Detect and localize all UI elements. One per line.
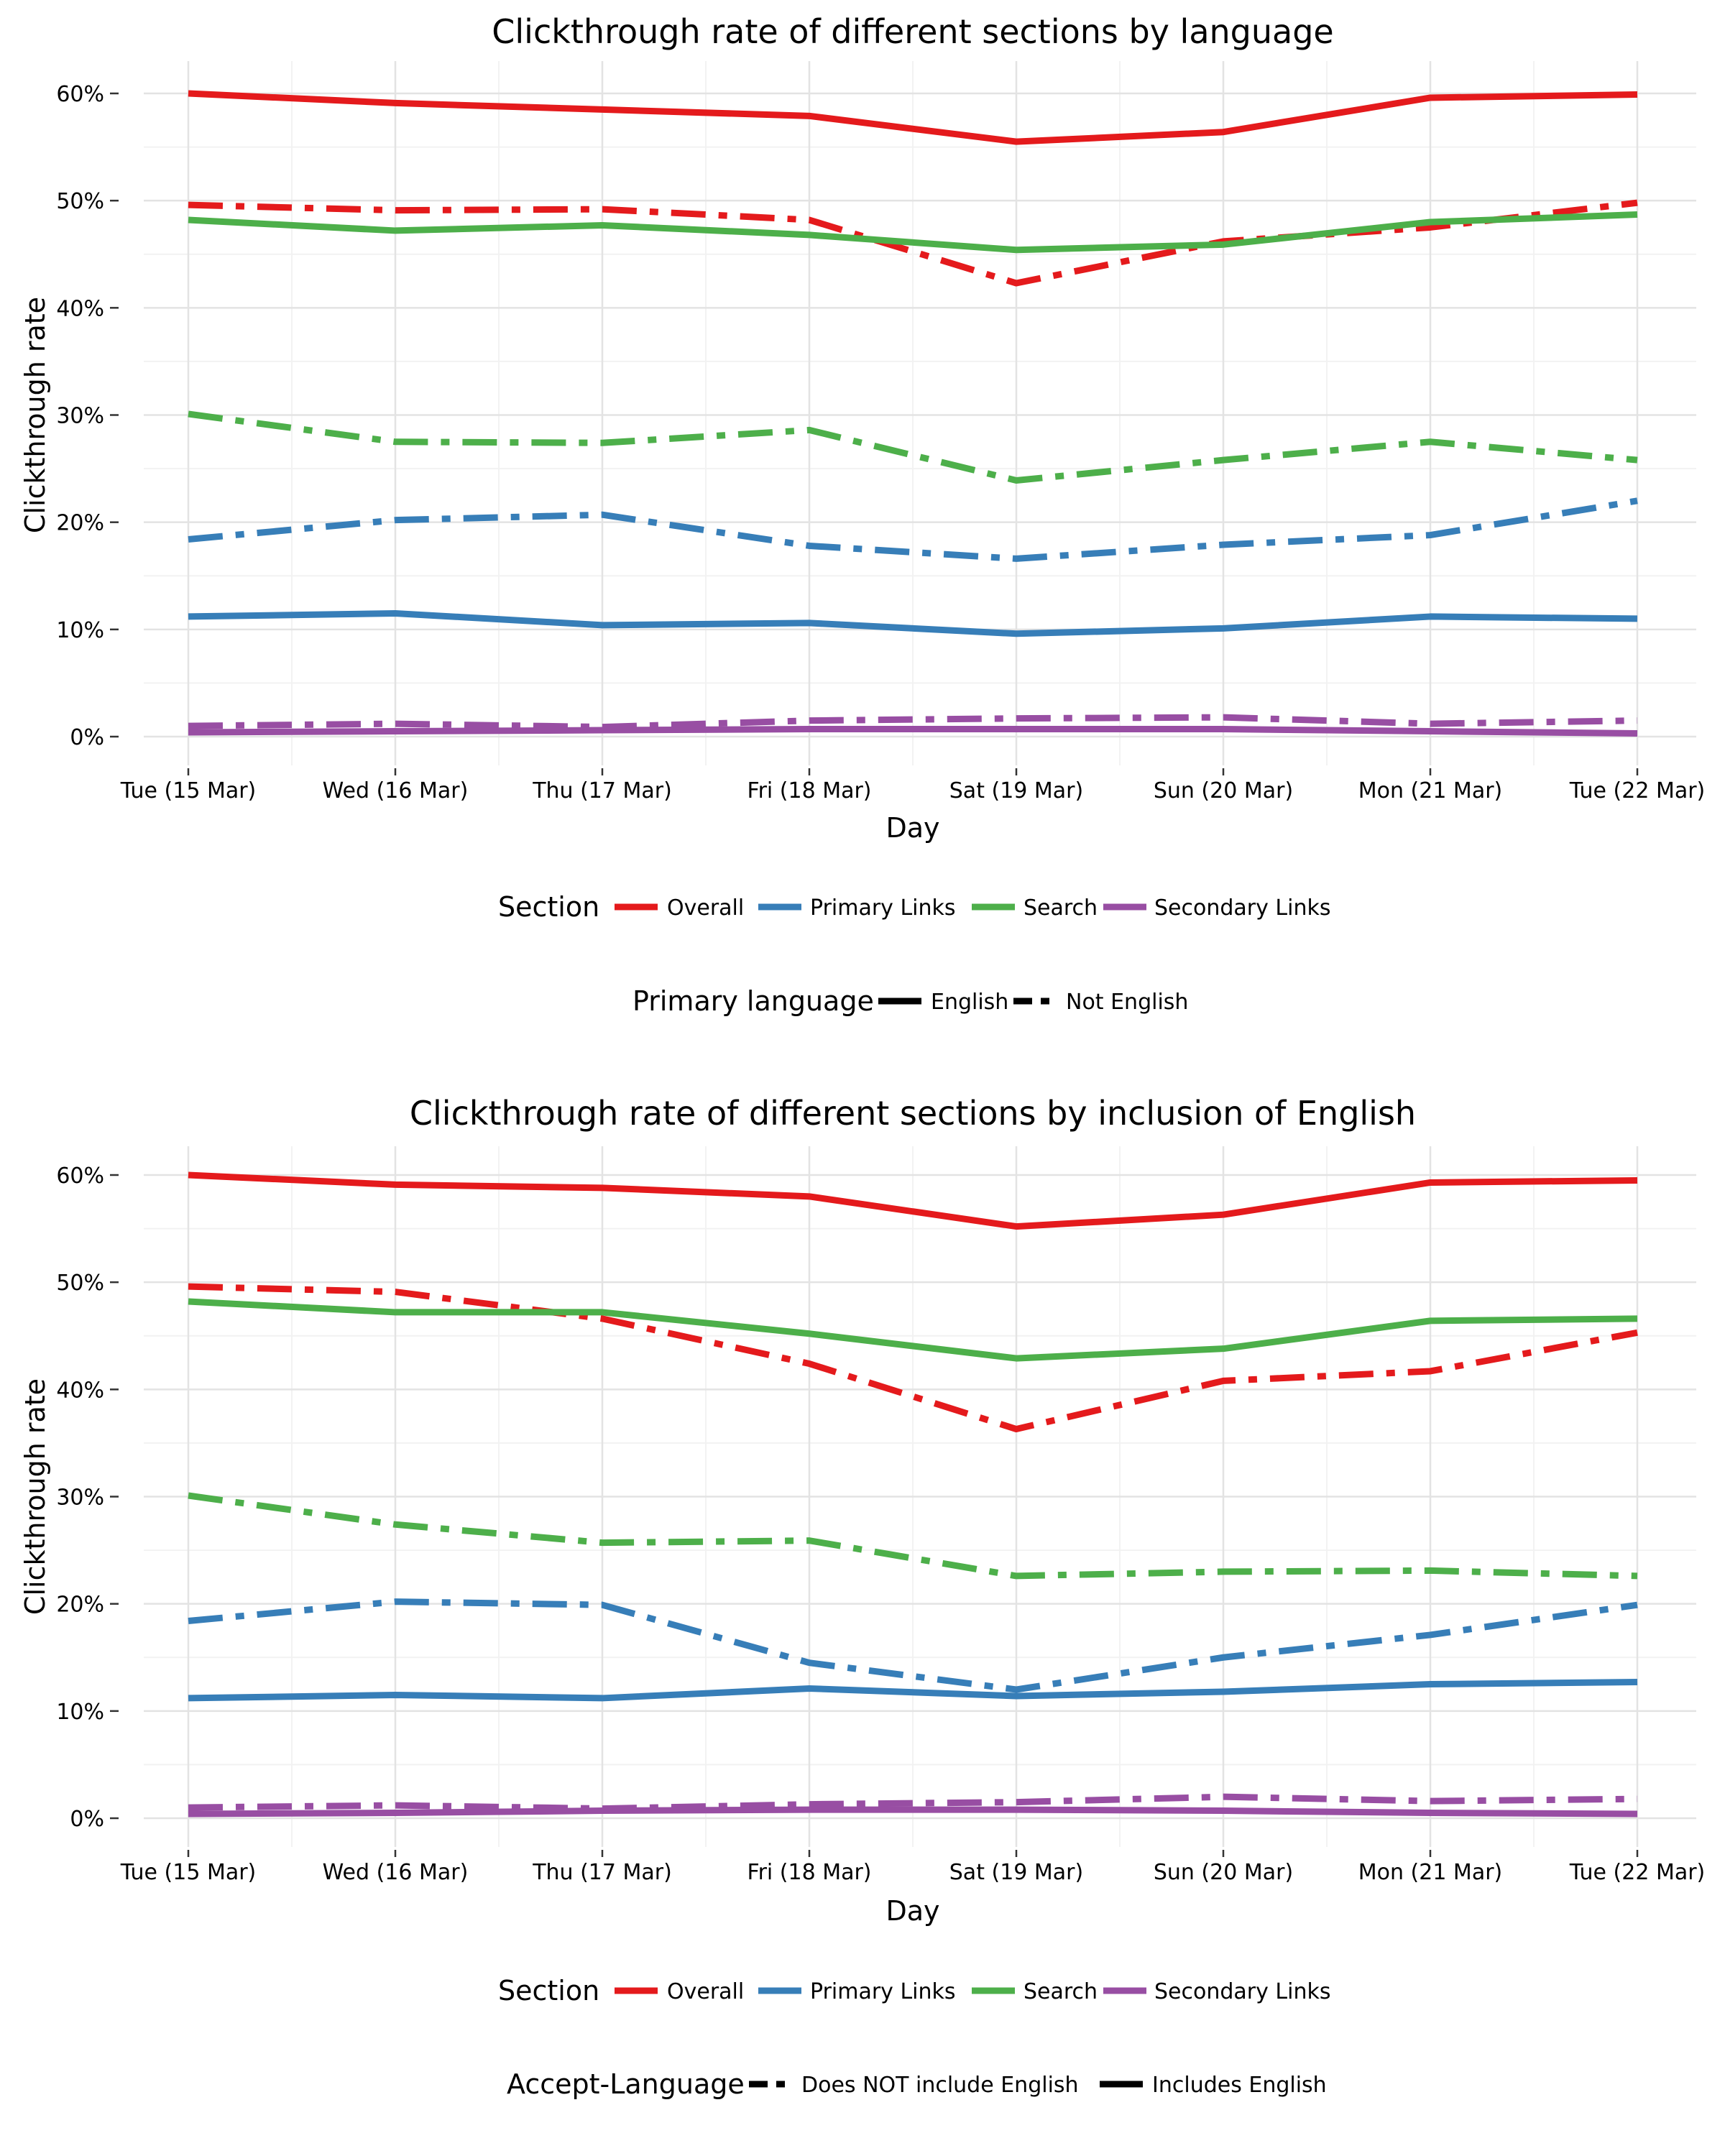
x-tick-label: Tue (22 Mar)	[1569, 1860, 1706, 1885]
y-tick-label: 50%	[56, 189, 104, 214]
legend-linetype: Accept-Language Does NOT include English I…	[507, 2068, 1327, 2100]
series-line-overall-english	[188, 90, 1638, 145]
series-line-overall-not-english	[188, 199, 1638, 287]
y-tick-label: 10%	[56, 1700, 104, 1725]
series-line-primary-links-does-not-include-english	[188, 1598, 1638, 1693]
y-tick-label: 40%	[56, 1378, 104, 1403]
chart-1: Clickthrough rate of different sections …	[19, 12, 1705, 1017]
x-tick-label: Fri (18 Mar)	[748, 778, 872, 803]
y-tick-label: 50%	[56, 1271, 104, 1296]
y-tick-label: 60%	[56, 1164, 104, 1189]
x-axis-title: Day	[886, 812, 939, 844]
legend-title: Section	[498, 891, 599, 923]
x-tick-label: Sat (19 Mar)	[949, 778, 1083, 803]
legend-label: Primary Links	[810, 895, 956, 921]
x-tick-label: Tue (15 Mar)	[120, 1860, 257, 1885]
series-lines	[188, 1171, 1638, 1818]
legend-label: Overall	[667, 895, 744, 921]
y-axis-title: Clickthrough rate	[19, 1378, 51, 1615]
x-tick-label: Wed (16 Mar)	[323, 778, 469, 803]
legend-title: Primary language	[632, 985, 874, 1017]
x-tick-label: Fri (18 Mar)	[748, 1860, 872, 1885]
x-tick-label: Mon (21 Mar)	[1358, 1860, 1503, 1885]
legend-label: Primary Links	[810, 1979, 956, 2004]
y-axis-title: Clickthrough rate	[19, 297, 51, 533]
x-tick-label: Tue (15 Mar)	[120, 778, 257, 803]
legend-section: Section Overall Primary Links Search Seconda…	[498, 891, 1330, 923]
legend-label: Includes English	[1152, 2073, 1327, 2098]
y-tick-label: 40%	[56, 296, 104, 321]
grid	[144, 1146, 1696, 1847]
legend-label: Does NOT include English	[801, 2073, 1079, 2098]
y-tick-label: 30%	[56, 404, 104, 429]
series-line-primary-links-includes-english	[188, 1679, 1638, 1702]
x-tick-label: Wed (16 Mar)	[323, 1860, 469, 1885]
legend-title: Accept-Language	[507, 2068, 745, 2100]
y-tick-label: 30%	[56, 1485, 104, 1511]
legend-label: Not English	[1066, 990, 1188, 1015]
chart-2: Clickthrough rate of different sections …	[19, 1094, 1705, 2100]
x-axis-title: Day	[886, 1895, 939, 1927]
y-tick-label: 60%	[56, 82, 104, 107]
legend-label: Search	[1024, 1979, 1098, 2004]
legend-label: English	[931, 990, 1008, 1015]
y-tick-label: 10%	[56, 618, 104, 643]
legend-linetype: Primary language English Not English	[632, 985, 1188, 1017]
y-tick-label: 20%	[56, 1593, 104, 1618]
y-tick-label: 0%	[70, 1807, 104, 1832]
x-tick-label: Tue (22 Mar)	[1569, 778, 1706, 803]
series-line-search-includes-english	[188, 1298, 1638, 1362]
x-tick-label: Thu (17 Mar)	[532, 1860, 672, 1885]
series-line-secondary-links-includes-english	[188, 1806, 1638, 1818]
chart-title: Clickthrough rate of different sections …	[492, 12, 1333, 51]
x-tick-label: Sun (20 Mar)	[1154, 778, 1293, 803]
series-line-secondary-links-english	[188, 726, 1638, 737]
x-tick-label: Mon (21 Mar)	[1358, 778, 1503, 803]
y-tick-label: 20%	[56, 511, 104, 536]
x-tick-label: Thu (17 Mar)	[532, 778, 672, 803]
series-line-primary-links-english	[188, 609, 1638, 637]
legend-label: Secondary Links	[1154, 895, 1330, 921]
series-line-overall-includes-english	[188, 1171, 1638, 1230]
y-tick-label: 0%	[70, 725, 104, 750]
chart-title: Clickthrough rate of different sections …	[410, 1094, 1416, 1133]
legend-title: Section	[498, 1975, 599, 2007]
series-line-search-english	[188, 211, 1638, 254]
series-lines	[188, 90, 1638, 737]
legend-label: Overall	[667, 1979, 744, 2004]
x-tick-label: Sun (20 Mar)	[1154, 1860, 1293, 1885]
grid	[144, 61, 1696, 765]
legend-label: Secondary Links	[1154, 1979, 1330, 2004]
legend-section: Section Overall Primary Links Search Seconda…	[498, 1975, 1330, 2007]
legend-label: Search	[1024, 895, 1098, 921]
x-tick-label: Sat (19 Mar)	[949, 1860, 1083, 1885]
